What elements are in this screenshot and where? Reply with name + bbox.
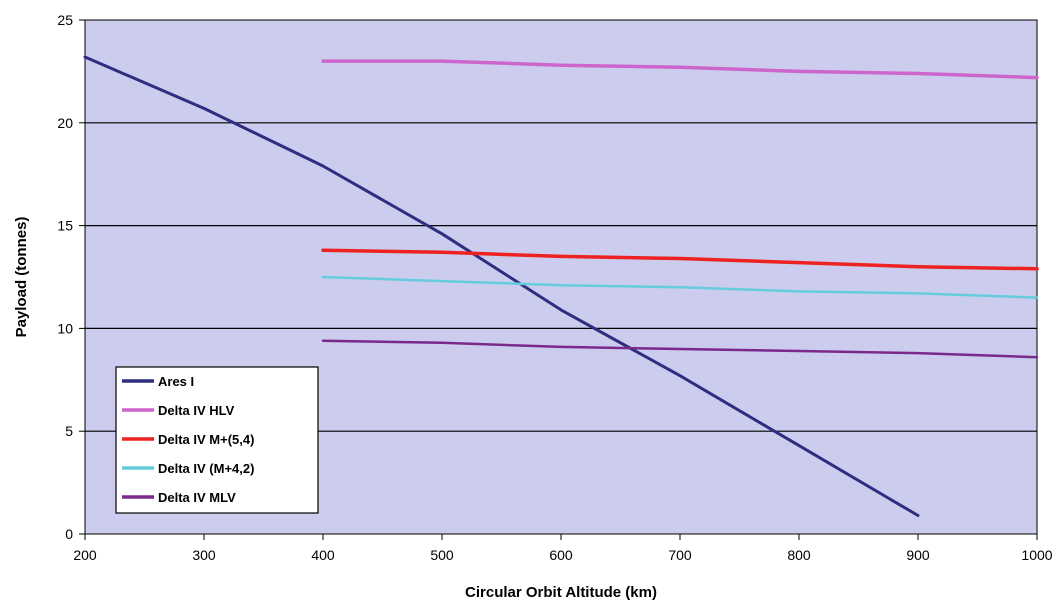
legend-label-ares-i: Ares I bbox=[158, 374, 194, 389]
series-line-delta-iv-m-5-4 bbox=[321, 248, 1039, 271]
y-tick-label-20: 20 bbox=[57, 115, 73, 131]
x-tick-label-900: 900 bbox=[906, 547, 930, 563]
series-line-ares-i bbox=[83, 55, 920, 517]
series-line-delta-iv-hlv bbox=[321, 59, 1039, 80]
x-tick-label-200: 200 bbox=[73, 547, 97, 563]
legend-label-delta-iv-mlv: Delta IV MLV bbox=[158, 490, 236, 505]
series-lines bbox=[83, 55, 1039, 517]
x-tick-label-400: 400 bbox=[311, 547, 335, 563]
y-tick-label-5: 5 bbox=[65, 423, 73, 439]
x-tick-label-700: 700 bbox=[668, 547, 692, 563]
y-tick-labels: 0 5 10 15 20 25 bbox=[57, 12, 73, 542]
legend-label-delta-iv-m-4-2: Delta IV (M+4,2) bbox=[158, 461, 254, 476]
y-axis-title: Payload (tonnes) bbox=[13, 217, 30, 338]
x-tick-label-1000: 1000 bbox=[1021, 547, 1052, 563]
x-tick-label-300: 300 bbox=[192, 547, 216, 563]
y-tick-label-25: 25 bbox=[57, 12, 73, 28]
y-tick-label-0: 0 bbox=[65, 526, 73, 542]
axes bbox=[79, 19, 1038, 540]
y-tick-label-15: 15 bbox=[57, 218, 73, 234]
series-line-delta-iv-m-4-2 bbox=[321, 275, 1039, 299]
legend-label-delta-iv-m-5-4: Delta IV M+(5,4) bbox=[158, 432, 254, 447]
x-tick-label-500: 500 bbox=[430, 547, 454, 563]
legend: Ares I Delta IV HLV Delta IV M+(5,4) Delta … bbox=[115, 366, 319, 514]
x-tick-label-600: 600 bbox=[549, 547, 573, 563]
x-tick-label-800: 800 bbox=[787, 547, 811, 563]
legend-label-delta-iv-hlv: Delta IV HLV bbox=[158, 403, 235, 418]
x-tick-labels: 200 300 400 500 600 700 800 900 1000 bbox=[73, 547, 1052, 563]
series-line-delta-iv-mlv bbox=[321, 339, 1039, 359]
x-axis-title: Circular Orbit Altitude (km) bbox=[465, 584, 657, 601]
y-tick-label-10: 10 bbox=[57, 320, 73, 336]
